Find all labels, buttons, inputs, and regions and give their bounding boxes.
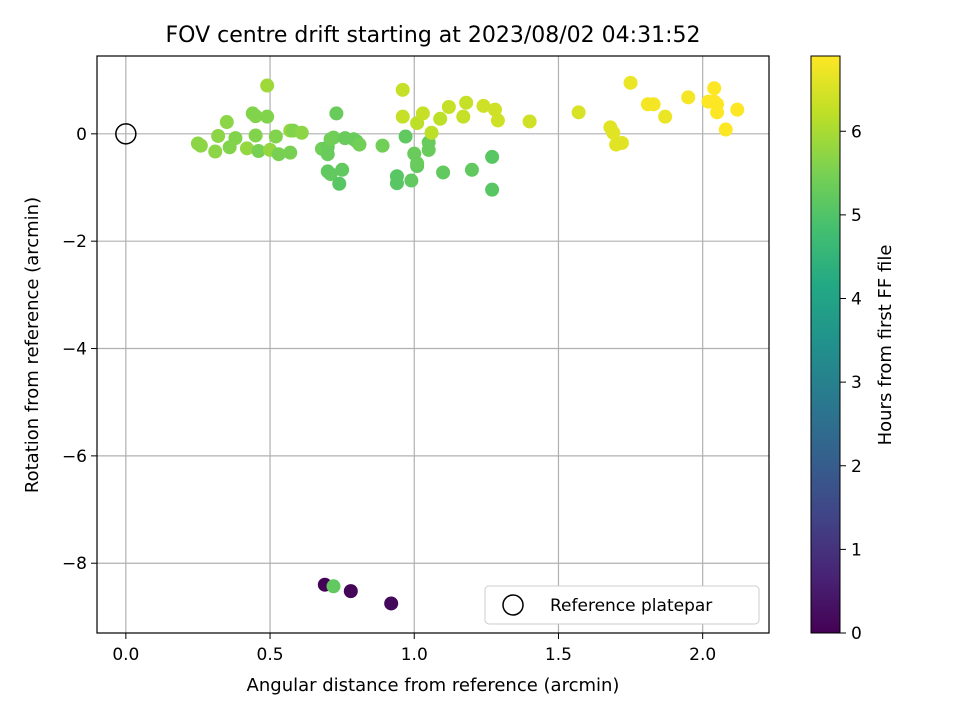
data-point-39 (375, 138, 390, 153)
plot-frame (96, 55, 770, 634)
data-point-65 (522, 114, 537, 129)
data-point-60 (456, 109, 471, 124)
data-point-7 (211, 128, 226, 143)
data-point-1 (343, 584, 358, 599)
data-point-16 (260, 109, 275, 124)
data-point-66 (571, 105, 586, 120)
data-point-14 (248, 128, 263, 143)
data-point-63 (488, 102, 503, 117)
colorbar-tick-label: 4 (851, 290, 862, 310)
data-point-82 (730, 102, 745, 117)
colorbar (810, 55, 841, 634)
x-tick-label: 0.5 (257, 645, 284, 665)
y-tick-label: −4 (62, 340, 87, 360)
data-point-74 (658, 109, 673, 124)
data-point-15 (251, 144, 266, 159)
data-point-5 (193, 138, 208, 153)
data-point-42 (398, 129, 413, 144)
colorbar-tick-label: 0 (851, 624, 862, 644)
data-point-17 (260, 78, 275, 93)
data-point-22 (283, 145, 298, 160)
x-ticks: 0.0 0.5 1.0 1.5 2.0 (112, 633, 716, 665)
data-point-71 (623, 75, 638, 90)
data-point-80 (710, 105, 725, 120)
legend-marker-reference (502, 594, 524, 616)
data-point-70 (614, 135, 629, 150)
data-point-2 (384, 596, 399, 611)
data-point-77 (707, 81, 722, 96)
data-point-56 (415, 106, 430, 121)
legend: Reference platepar (484, 585, 760, 625)
data-point-49 (436, 165, 451, 180)
data-point-10 (228, 131, 243, 146)
data-point-24 (294, 125, 309, 140)
data-point-11 (239, 141, 254, 156)
data-point-33 (332, 176, 347, 191)
data-point-20 (271, 147, 286, 162)
data-point-75 (681, 90, 696, 105)
data-point-13 (248, 109, 263, 124)
chart-title: FOV centre drift starting at 2023/08/02 … (166, 23, 701, 48)
data-point-3 (326, 579, 341, 594)
colorbar-tick-label: 2 (851, 457, 862, 477)
data-point-62 (476, 98, 491, 113)
data-point-68 (606, 125, 621, 140)
y-axis-label: Rotation from reference (arcmin) (22, 197, 43, 493)
data-point-30 (323, 167, 338, 182)
colorbar-tick-label: 6 (851, 122, 862, 142)
data-point-6 (208, 144, 223, 159)
x-axis-label: Angular distance from reference (arcmin) (247, 675, 620, 696)
data-point-38 (352, 137, 367, 152)
data-point-32 (329, 106, 344, 121)
data-point-73 (646, 97, 661, 112)
legend-entry-reference: Reference platepar (550, 596, 712, 616)
data-point-57 (424, 125, 439, 140)
colorbar-tick-label: 1 (851, 540, 862, 560)
x-tick-label: 1.0 (401, 645, 428, 665)
data-point-59 (441, 99, 456, 114)
y-tick-label: −6 (62, 447, 87, 467)
data-point-64 (490, 113, 505, 128)
data-point-81 (718, 122, 733, 137)
data-point-58 (433, 111, 448, 126)
colorbar-tick-label: 5 (851, 206, 862, 226)
legend-box (484, 585, 760, 625)
data-point-34 (335, 162, 350, 177)
colorbar-label: Hours from first FF file (875, 245, 896, 446)
data-point-8 (219, 115, 234, 130)
colorbar-tick-label: 3 (851, 373, 862, 393)
y-ticks: −8 −6 −4 −2 0 (62, 125, 97, 574)
y-tick-label: 0 (76, 125, 87, 145)
data-point-61 (459, 95, 474, 110)
data-points (190, 75, 745, 611)
y-tick-label: −8 (62, 554, 87, 574)
data-point-41 (389, 176, 404, 191)
data-point-48 (421, 142, 436, 157)
data-point-53 (395, 82, 410, 97)
data-point-52 (485, 182, 500, 197)
x-tick-label: 1.5 (545, 645, 572, 665)
data-point-46 (410, 156, 425, 171)
data-point-51 (485, 149, 500, 164)
x-tick-label: 2.0 (689, 645, 716, 665)
reference-platepar-marker (115, 123, 137, 145)
x-tick-label: 0.0 (112, 645, 139, 665)
data-point-54 (395, 109, 410, 124)
data-point-43 (404, 173, 419, 188)
colorbar-ticks: 0 1 2 3 4 5 6 (840, 122, 862, 644)
data-point-19 (268, 129, 283, 144)
reference-point (115, 123, 137, 145)
data-point-31 (326, 130, 341, 145)
y-tick-label: −2 (62, 232, 87, 252)
data-point-50 (464, 162, 479, 177)
